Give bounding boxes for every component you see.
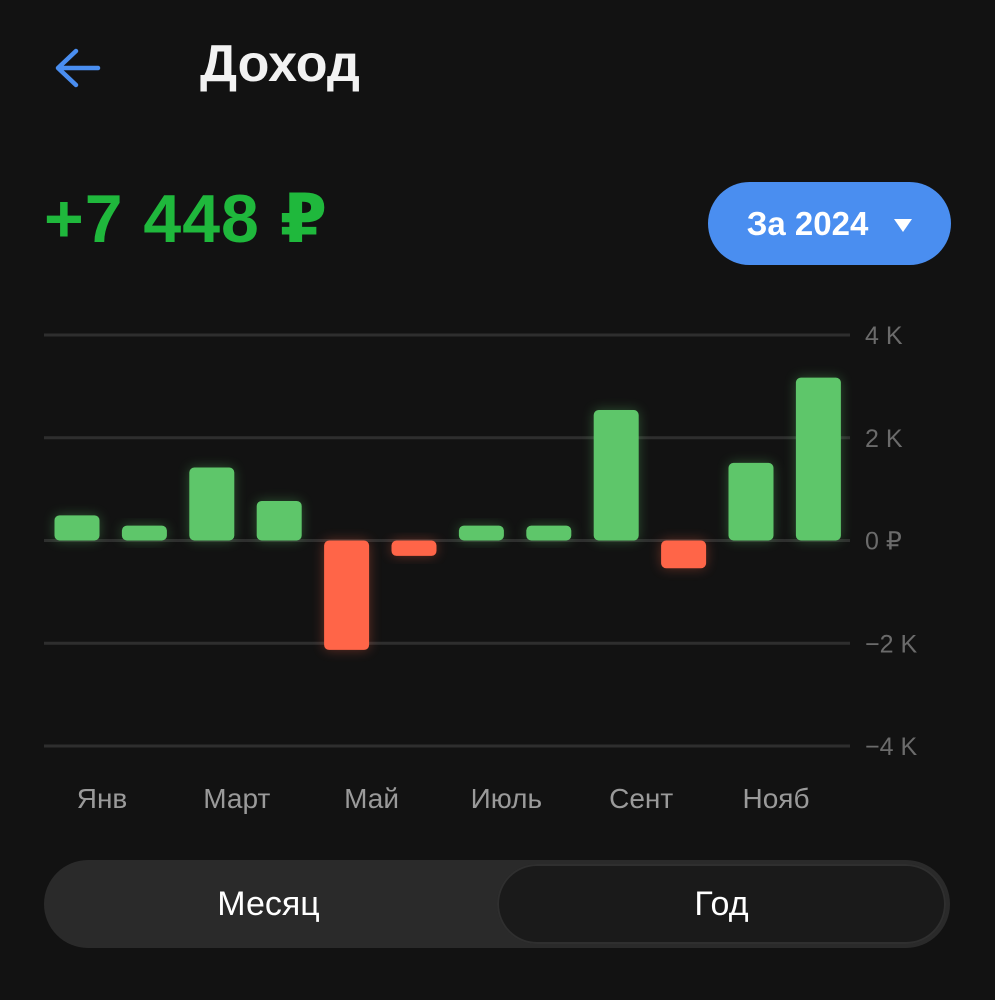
bar-Фев[interactable] [121, 525, 167, 541]
total-amount: +7 448 ₽ [44, 181, 329, 257]
bar-Нояб[interactable] [728, 462, 774, 541]
page-title: Доход [200, 35, 360, 93]
x-tick-label: Сент [609, 783, 673, 814]
x-tick-label: Май [344, 783, 399, 814]
bar-Янв[interactable] [54, 515, 100, 541]
arrow-left-icon [55, 48, 101, 88]
y-tick-label: 4 K [865, 322, 903, 350]
bar-Июнь[interactable] [391, 540, 437, 556]
caret-down-icon [894, 218, 913, 232]
period-label: За 2024 [746, 204, 869, 242]
x-tick-label: Янв [77, 783, 128, 814]
y-tick-label: −2 K [865, 630, 917, 658]
bar-Март[interactable] [189, 467, 235, 541]
x-tick-label: Нояб [743, 783, 810, 814]
income-bar-chart: 4 K 2 K 0 ₽ −2 K −4 K Янв Март Май Июль Сент Нояб [44, 322, 917, 814]
bar-Дек[interactable] [795, 377, 841, 541]
x-tick-label: Март [203, 783, 270, 814]
period-segmented-control: Месяц Год [44, 860, 950, 948]
bar-Авг[interactable] [526, 525, 572, 541]
bar-Май[interactable] [324, 540, 370, 650]
y-tick-label: 0 ₽ [865, 528, 902, 556]
y-tick-label: −4 K [865, 733, 917, 761]
tab-year[interactable]: Год [497, 864, 946, 944]
tab-month[interactable]: Месяц [217, 884, 320, 923]
bar-Сент[interactable] [593, 410, 639, 541]
period-dropdown[interactable]: За 2024 [708, 182, 951, 265]
bar-Окт[interactable] [661, 540, 707, 569]
y-tick-label: 2 K [865, 425, 903, 453]
x-tick-label: Июль [471, 783, 542, 814]
bar-Апр[interactable] [256, 500, 302, 541]
back-button[interactable] [50, 40, 106, 96]
bar-Июль[interactable] [458, 525, 504, 541]
